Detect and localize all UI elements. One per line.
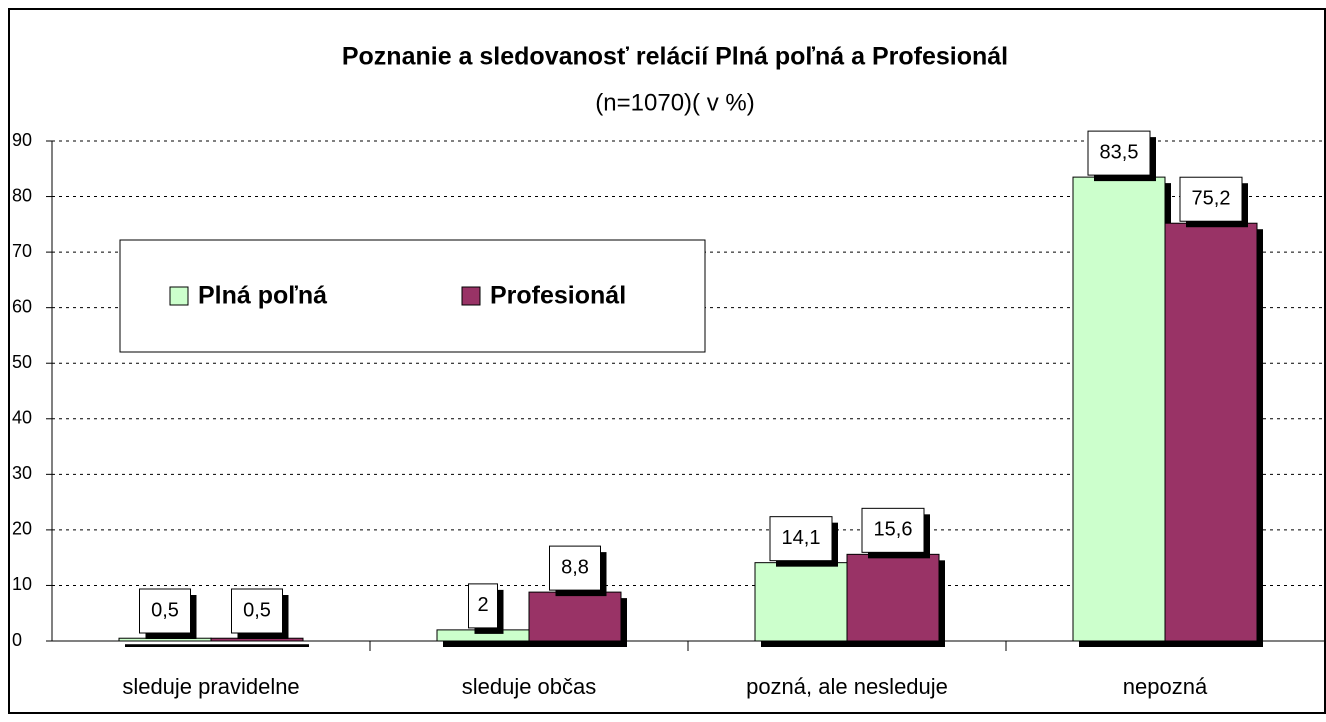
y-tick-label: 20 xyxy=(12,519,32,539)
legend-swatch xyxy=(169,286,189,306)
x-tick-label: sleduje občas xyxy=(462,674,597,699)
y-tick-label: 40 xyxy=(12,408,32,428)
bar xyxy=(1164,222,1258,642)
x-tick-label: nepozná xyxy=(1123,674,1208,699)
bar-shadow xyxy=(217,644,309,647)
label-box xyxy=(231,588,283,634)
data-label: 83,5 xyxy=(1100,141,1139,163)
data-label: 15,6 xyxy=(874,519,913,541)
y-tick-label: 10 xyxy=(12,574,32,594)
data-label: 14,1 xyxy=(782,527,821,549)
chart-title: Poznanie a sledovanosť relácií Plná poľn… xyxy=(342,43,1008,71)
data-label: 75,2 xyxy=(1192,188,1231,210)
bar xyxy=(754,562,848,642)
label-box xyxy=(861,507,925,553)
x-tick-label: pozná, ale nesleduje xyxy=(746,674,948,699)
y-tick-label: 30 xyxy=(12,463,32,483)
label-box xyxy=(139,588,191,634)
y-tick-label: 80 xyxy=(12,185,32,205)
label-box xyxy=(769,516,833,562)
data-label: 2 xyxy=(477,594,488,616)
label-box xyxy=(1179,176,1243,222)
y-tick-label: 0 xyxy=(12,630,22,650)
y-tick-label: 90 xyxy=(12,130,32,150)
chart-subtitle: (n=1070)( v %) xyxy=(595,89,754,116)
legend-box xyxy=(119,239,706,353)
y-tick-label: 60 xyxy=(12,296,32,316)
data-label: 0,5 xyxy=(151,599,179,621)
bar xyxy=(846,553,940,642)
label-box xyxy=(549,545,601,591)
y-tick-label: 50 xyxy=(12,352,32,372)
legend-label: Profesionál xyxy=(490,282,626,310)
legend-label: Plná poľná xyxy=(198,282,327,310)
label-box xyxy=(1087,130,1151,176)
bar xyxy=(1072,176,1166,642)
x-tick-label: sleduje pravidelne xyxy=(122,674,299,699)
data-label: 0,5 xyxy=(243,599,271,621)
label-box xyxy=(468,583,498,629)
data-label: 8,8 xyxy=(561,556,589,578)
y-tick-label: 70 xyxy=(12,241,32,261)
bar xyxy=(528,591,622,642)
legend-swatch xyxy=(461,286,481,306)
bar-shadow xyxy=(125,644,217,647)
